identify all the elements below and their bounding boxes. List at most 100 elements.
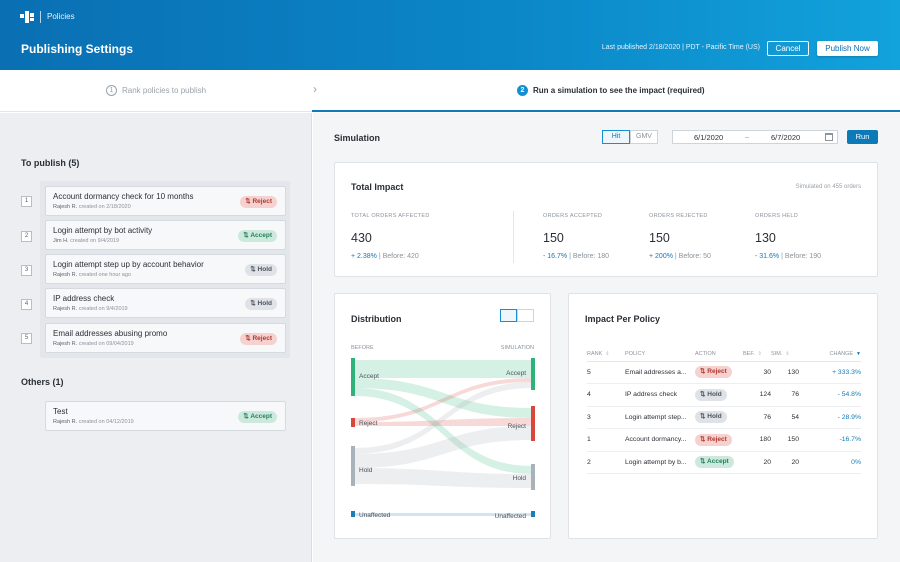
column-header-before[interactable]: BEF. ⇕ xyxy=(743,347,771,362)
cell-rank: 3 xyxy=(587,406,625,429)
action-badge: ⇅ Accept xyxy=(238,411,277,423)
action-badge: ⇅ Hold xyxy=(695,411,727,424)
step-number: 1 xyxy=(106,85,117,96)
action-badge: ⇅ Reject xyxy=(695,433,732,446)
column-header-policy[interactable]: POLICY xyxy=(625,347,695,362)
step-rank-policies[interactable]: 1 Rank policies to publish xyxy=(106,85,206,96)
accept-icon: ⇅ xyxy=(700,458,706,466)
metric-label: TOTAL ORDERS AFFECTED xyxy=(351,213,430,219)
table-row[interactable]: 4 IP address check ⇅ Hold 124 76 - 54.8% xyxy=(587,383,861,407)
node-before-accept xyxy=(351,358,355,396)
column-header-change[interactable]: CHANGE ▼ xyxy=(799,347,861,362)
metric-change: - 31.6% | Before: 190 xyxy=(755,253,822,260)
cancel-button[interactable]: Cancel xyxy=(767,41,809,56)
cell-policy: Account dormancy... xyxy=(625,428,695,452)
policy-card[interactable]: Test Rajesh R. created on 04/12/2019 ⇅ A… xyxy=(45,401,286,431)
column-header-rank[interactable]: RANK ⇕ xyxy=(587,347,625,362)
cell-action: ⇅ Hold xyxy=(695,383,743,407)
table-row[interactable]: 5 Email addresses a... ⇅ Reject 30 130 +… xyxy=(587,361,861,384)
metric-total-affected: TOTAL ORDERS AFFECTED 430 + 2.38% | Befo… xyxy=(351,213,430,260)
metric-orders-accepted: ORDERS ACCEPTED 150 - 16.7% | Before: 18… xyxy=(543,213,609,260)
column-header-sim[interactable]: SIM. ⇕ xyxy=(771,347,799,362)
accept-icon: ⇅ xyxy=(243,232,249,239)
cell-change: 0% xyxy=(799,451,861,474)
metric-value: 130 xyxy=(755,231,776,245)
cell-sim: 54 xyxy=(771,406,799,429)
hold-icon: ⇅ xyxy=(700,413,706,421)
publish-now-button[interactable]: Publish Now xyxy=(817,41,878,56)
run-button[interactable]: Run xyxy=(847,130,878,144)
cell-policy: Login attempt by b... xyxy=(625,451,695,474)
flow-hold-reject xyxy=(354,426,532,468)
node-label-before-unaffected: Unaffected xyxy=(359,512,391,519)
flow-accept-hold xyxy=(354,388,532,474)
flow-reject-accept xyxy=(354,378,532,422)
node-label-after-unaffected: Unaffected xyxy=(494,513,526,520)
action-badge: ⇅ Hold xyxy=(245,298,277,310)
node-label-after-hold: Hold xyxy=(512,475,526,482)
sort-icon: ⇕ xyxy=(785,350,790,357)
cell-change: + 333.3% xyxy=(799,361,861,384)
cell-before: 124 xyxy=(743,383,771,407)
cell-rank: 4 xyxy=(587,383,625,407)
cell-change: - 28.9% xyxy=(799,406,861,429)
date-to[interactable]: 6/7/2020 xyxy=(771,133,801,142)
sort-icon: ⇕ xyxy=(757,350,762,357)
date-range-picker[interactable]: 6/1/2020 – 6/7/2020 xyxy=(672,130,838,144)
chart-view-icon[interactable] xyxy=(500,309,517,322)
node-after-reject xyxy=(531,406,535,441)
rank-number: 4 xyxy=(21,299,32,310)
chart-view-toggle xyxy=(500,309,534,322)
cell-sim: 150 xyxy=(771,428,799,452)
reject-icon: ⇅ xyxy=(245,335,251,342)
policy-name: Account dormancy check for 10 months xyxy=(53,192,194,201)
step-run-simulation[interactable]: 2 Run a simulation to see the impact (re… xyxy=(517,85,705,96)
reject-icon: ⇅ xyxy=(245,198,251,205)
node-after-hold xyxy=(531,464,535,490)
policy-card[interactable]: IP address check Rajesh R. created on 9/… xyxy=(45,288,286,318)
table-row[interactable]: 1 Account dormancy... ⇅ Reject 180 150 -… xyxy=(587,428,861,452)
impact-table: RANK ⇕ POLICY ACTION BEF. ⇕ SIM. ⇕ CHANGE ▼ … xyxy=(587,347,861,474)
policy-meta: Jim H. created on 9/4/2019 xyxy=(53,238,120,244)
policy-card[interactable]: Login attempt step up by account behavio… xyxy=(45,254,286,284)
action-badge: ⇅ Hold xyxy=(245,264,277,276)
table-view-icon[interactable] xyxy=(517,309,534,322)
policy-name: Email addresses abusing promo xyxy=(53,329,168,338)
action-badge: ⇅ Reject xyxy=(240,333,277,345)
metric-label: ORDERS ACCEPTED xyxy=(543,213,603,219)
node-before-hold xyxy=(351,446,355,486)
policy-card[interactable]: Account dormancy check for 10 months Raj… xyxy=(45,186,286,216)
node-before-unaffected xyxy=(351,511,355,517)
last-published-info: Last published 2/18/2020 | PDT - Pacific… xyxy=(601,44,760,51)
hold-icon: ⇅ xyxy=(250,300,256,307)
flow-accept-accept xyxy=(354,360,532,378)
policy-name: Login attempt by bot activity xyxy=(53,226,153,235)
policy-meta: Rajesh R. created one hour ago xyxy=(53,272,131,278)
table-row[interactable]: 3 Login attempt step... ⇅ Hold 76 54 - 2… xyxy=(587,406,861,429)
distribution-panel: Distribution BEFORE SIMULATION A xyxy=(334,293,551,539)
simulation-title: Simulation xyxy=(334,133,381,143)
column-header-action[interactable]: ACTION xyxy=(695,347,743,362)
metric-label: ORDERS REJECTED xyxy=(649,213,708,219)
metric-orders-held: ORDERS HELD 130 - 31.6% | Before: 190 xyxy=(755,213,821,260)
policy-card[interactable]: Email addresses abusing promo Rajesh R. … xyxy=(45,323,286,353)
node-label-after-accept: Accept xyxy=(506,370,526,377)
flow-accept-reject xyxy=(354,378,532,418)
action-badge: ⇅ Accept xyxy=(695,456,734,469)
policy-card[interactable]: Login attempt by bot activity Jim H. cre… xyxy=(45,220,286,250)
cell-before: 180 xyxy=(743,428,771,452)
calendar-icon[interactable] xyxy=(825,133,833,141)
others-title: Others (1) xyxy=(21,377,64,387)
table-row[interactable]: 2 Login attempt by b... ⇅ Accept 20 20 0… xyxy=(587,451,861,474)
date-separator: – xyxy=(745,132,750,141)
hold-icon: ⇅ xyxy=(700,390,706,398)
breadcrumb[interactable]: Policies xyxy=(47,12,75,21)
toggle-hit[interactable]: Hit xyxy=(602,130,630,144)
metric-value: 150 xyxy=(543,231,564,245)
app-logo-icon[interactable] xyxy=(20,11,34,23)
toggle-gmv[interactable]: GMV xyxy=(630,130,658,144)
policy-name: IP address check xyxy=(53,294,115,303)
date-from[interactable]: 6/1/2020 xyxy=(694,133,724,142)
metric-change: - 16.7% | Before: 180 xyxy=(543,253,610,260)
policy-name: Login attempt step up by account behavio… xyxy=(53,260,204,269)
